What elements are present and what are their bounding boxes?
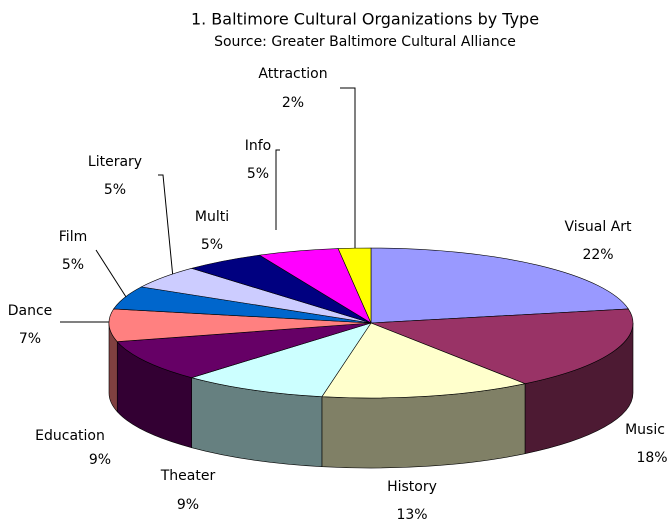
leader-line: [95, 249, 129, 301]
slice: [321, 322, 527, 399]
slice-label: Theater: [160, 468, 216, 484]
slice-label: Film: [59, 229, 87, 245]
slice-label: Attraction: [258, 66, 327, 82]
value-label: 5%: [62, 257, 84, 273]
value-label: 5%: [247, 166, 269, 182]
value-label: 9%: [177, 497, 199, 513]
leader-line: [275, 149, 280, 230]
leader-lines: [60, 87, 356, 323]
slice-label: Info: [245, 138, 272, 154]
slice: [370, 247, 629, 324]
value-label: 7%: [19, 331, 41, 347]
slice: [190, 322, 372, 397]
slice-label: Literary: [88, 154, 142, 170]
slice-label: Music: [625, 422, 665, 438]
slice-label: Multi: [195, 209, 229, 225]
value-label: 18%: [636, 450, 667, 466]
slice: [108, 308, 372, 342]
leader-line: [340, 87, 356, 258]
chart-subtitle: Source: Greater Baltimore Cultural Allia…: [214, 34, 516, 50]
value-label: 9%: [89, 452, 111, 468]
chart-title: 1. Baltimore Cultural Organizations by T…: [191, 10, 539, 29]
slice-label: Visual Art: [564, 219, 632, 235]
value-label: 5%: [201, 237, 223, 253]
slice: [337, 247, 372, 324]
value-label: 2%: [282, 95, 304, 111]
slice-label: Dance: [8, 303, 53, 319]
slice: [370, 308, 634, 384]
value-label: 5%: [104, 182, 126, 198]
value-label: 13%: [396, 507, 427, 519]
slice-label: History: [387, 479, 437, 495]
value-label: 22%: [582, 247, 613, 263]
leader-line: [158, 174, 174, 279]
slice-label: Education: [35, 428, 105, 444]
slice: [116, 322, 372, 378]
